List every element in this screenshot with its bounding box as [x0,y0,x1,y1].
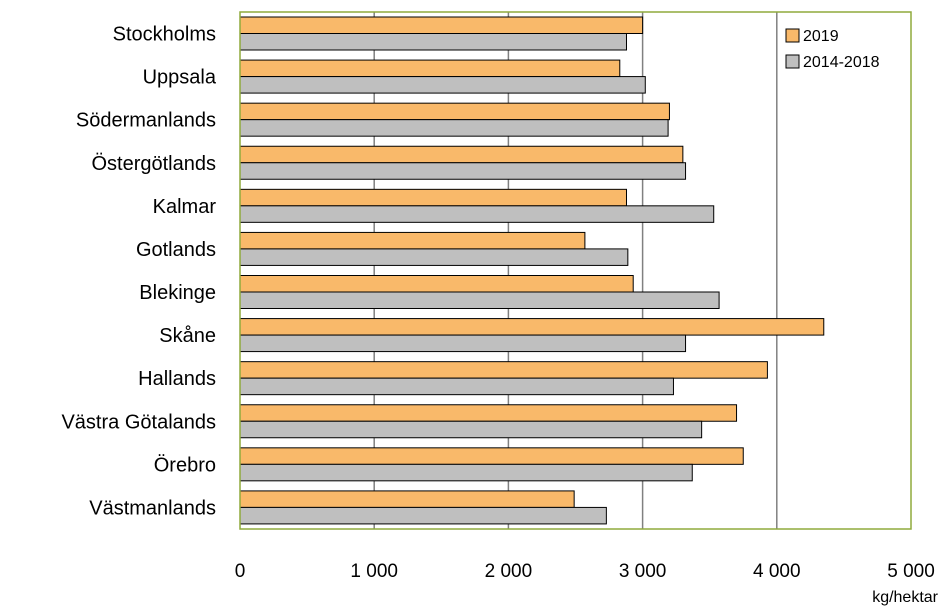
category-label: Stockholms [113,24,216,46]
x-tick-label: 5 000 [887,561,935,582]
x-tick-label: 0 [235,561,246,582]
category-label: Hallands [138,368,216,390]
bar [239,291,720,309]
bar [239,318,825,336]
bar [239,76,646,94]
plot-area-border [239,11,912,530]
bar [239,102,670,121]
legend-swatch-2019 [785,28,800,43]
bar [239,33,627,51]
legend-label-2014-2018: 2014-2018 [803,54,880,71]
bar [239,506,607,525]
category-labels: Stockholms Uppsala Södermanlands Östergötla… [61,24,216,520]
bar [239,377,674,396]
legend: 2019 2014-2018 [782,21,902,77]
bar [239,404,738,422]
legend-background [782,21,902,77]
bar [239,275,634,293]
x-axis-unit-label: kg/hektar [872,589,938,606]
category-label: Skåne [159,325,216,347]
category-label: Uppsala [143,67,217,89]
bar [239,59,621,78]
bar [239,119,669,137]
category-label: Gotlands [136,239,216,261]
category-label: Blekinge [139,282,216,304]
bar [239,162,687,180]
legend-swatch-2014-2018 [785,54,800,69]
x-tick-labels: 0 1 000 2 000 3 000 4 000 5 000 [235,561,935,582]
bars [239,16,825,525]
bar [239,361,768,379]
gridlines [373,12,778,529]
bar [239,490,575,508]
bar [239,188,627,207]
category-label: Södermanlands [76,110,216,132]
category-label: Västmanlands [89,497,216,519]
bar [239,334,687,353]
bar [239,463,693,482]
x-tick-label: 1 000 [350,561,398,582]
bar [239,447,744,465]
category-label: Örebro [154,454,216,476]
category-label: Kalmar [153,196,217,218]
category-label: Västra Götalands [61,411,216,433]
bar [239,420,703,439]
x-tick-label: 4 000 [753,561,801,582]
bar [239,16,644,34]
legend-label-2019: 2019 [803,28,839,45]
bar [239,248,629,266]
x-tick-label: 3 000 [619,561,667,582]
x-tick-label: 2 000 [485,561,533,582]
category-label: Östergötlands [91,153,216,175]
bar [239,231,586,250]
bar [239,205,715,223]
bar [239,145,684,164]
